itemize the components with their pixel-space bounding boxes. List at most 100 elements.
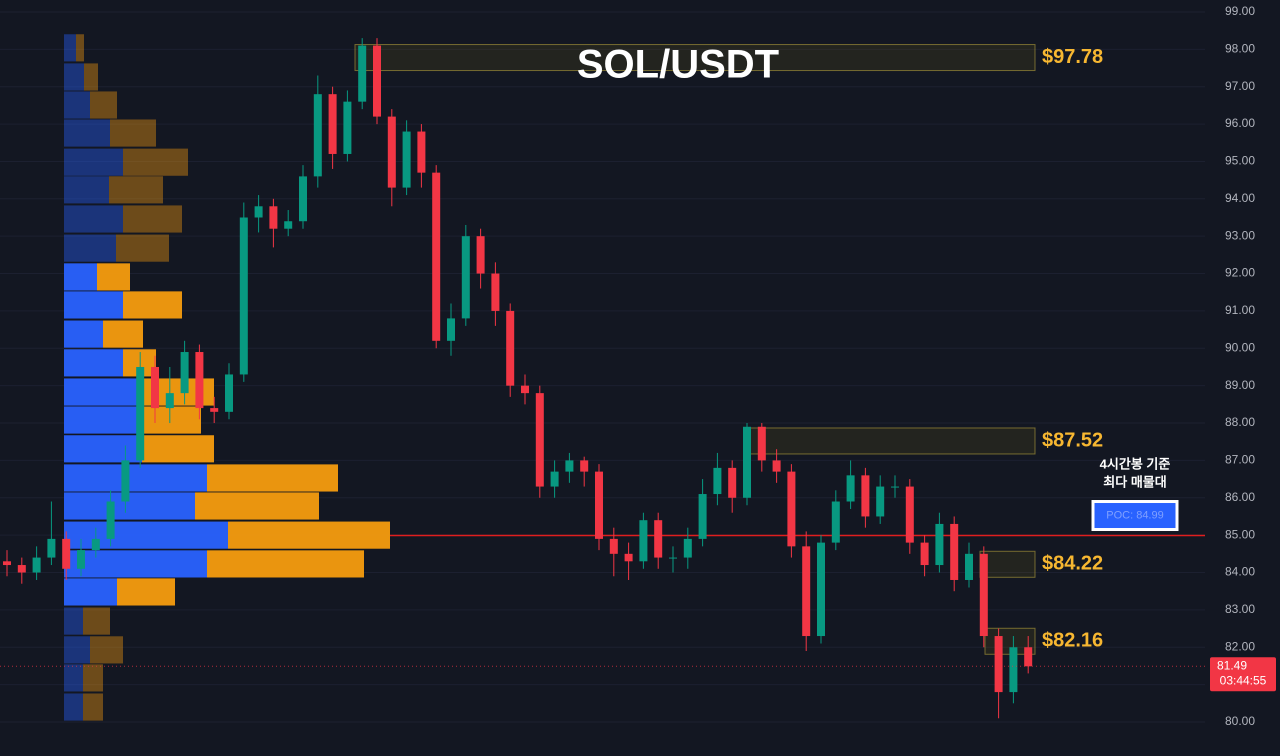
- poc-note: 최다 매물대: [1103, 474, 1166, 489]
- level-label: $82.16: [1042, 630, 1103, 652]
- y-tick-label: 90.00: [1225, 340, 1255, 354]
- y-tick-label: 91.00: [1225, 303, 1255, 317]
- volume-sell: [83, 664, 103, 692]
- volume-buy: [64, 349, 123, 377]
- volume-sell: [116, 234, 169, 262]
- candle-body: [905, 486, 914, 543]
- candle-body: [210, 408, 219, 412]
- volume-sell: [109, 176, 163, 204]
- y-tick-label: 88.00: [1225, 415, 1255, 429]
- volume-sell: [110, 119, 156, 147]
- y-tick-label: 93.00: [1225, 228, 1255, 242]
- volume-buy: [64, 636, 90, 664]
- candle-body: [447, 318, 455, 341]
- candle-body: [861, 475, 870, 517]
- volume-buy: [64, 464, 207, 492]
- candle-body: [432, 172, 441, 341]
- candle-body: [180, 352, 189, 394]
- volume-sell: [84, 63, 98, 91]
- candle-body: [669, 557, 677, 559]
- y-tick-label: 96.00: [1225, 116, 1255, 130]
- volume-sell: [207, 464, 338, 492]
- candle-body: [580, 460, 589, 472]
- candle-body: [32, 557, 41, 573]
- candle-body: [698, 494, 707, 539]
- candle-body: [328, 94, 337, 154]
- candle-body: [846, 475, 855, 502]
- candle-body: [417, 131, 426, 173]
- candle-body: [654, 520, 663, 558]
- volume-sell: [207, 550, 364, 578]
- candle-body: [254, 206, 263, 218]
- candle-body: [817, 542, 825, 637]
- candle-body: [521, 385, 529, 394]
- candle-body: [77, 550, 85, 569]
- candle-body: [387, 116, 396, 188]
- volume-sell: [195, 492, 319, 520]
- y-tick-label: 86.00: [1225, 490, 1255, 504]
- volume-sell: [123, 148, 188, 176]
- candle-body: [565, 460, 574, 472]
- volume-sell: [83, 607, 110, 635]
- volume-sell: [83, 693, 103, 721]
- y-tick-label: 92.00: [1225, 266, 1255, 280]
- candle-body: [47, 538, 56, 558]
- chart-title: SOL/USDT: [577, 43, 779, 87]
- volume-sell: [97, 263, 130, 291]
- candle-body: [965, 553, 973, 580]
- volume-sell: [103, 320, 143, 348]
- candle-body: [935, 523, 944, 566]
- candle-body: [225, 374, 233, 412]
- candle-body: [461, 236, 470, 319]
- volume-buy: [64, 91, 90, 119]
- candle-body: [624, 553, 633, 562]
- candle-body: [506, 310, 515, 386]
- candle-body: [683, 538, 692, 558]
- y-tick-label: 97.00: [1225, 79, 1255, 93]
- volume-sell: [117, 578, 175, 606]
- candle-body: [284, 221, 293, 229]
- candle-body: [728, 467, 737, 498]
- level-zone: [979, 550, 1036, 578]
- price-tag: [1210, 657, 1276, 692]
- volume-buy: [64, 435, 142, 463]
- volume-buy: [64, 521, 228, 549]
- candle-body: [639, 520, 648, 562]
- volume-buy: [64, 263, 97, 291]
- y-tick-label: 80.00: [1225, 714, 1255, 728]
- candle-body: [831, 501, 840, 543]
- price-tag-value: 81.49: [1217, 658, 1247, 672]
- candle-body: [3, 561, 11, 566]
- candle-body: [979, 553, 988, 637]
- price-tag-countdown: 03:44:55: [1220, 673, 1267, 687]
- candle-body: [491, 273, 500, 311]
- volume-buy: [64, 693, 83, 721]
- candle-body: [195, 352, 204, 409]
- volume-buy: [64, 406, 137, 434]
- y-tick-label: 99.00: [1225, 4, 1255, 18]
- volume-sell: [123, 205, 182, 233]
- candle-body: [299, 176, 307, 222]
- candle-body: [239, 217, 248, 375]
- volume-buy: [64, 578, 117, 606]
- candle-body: [535, 393, 544, 487]
- level-zone: [747, 427, 1036, 455]
- candle-body: [106, 501, 115, 539]
- candle-body: [876, 486, 885, 517]
- candle-body: [313, 94, 322, 177]
- volume-buy: [64, 492, 195, 520]
- level-zone: [354, 44, 1036, 72]
- volume-sell: [90, 636, 123, 664]
- volume-buy: [64, 148, 123, 176]
- y-tick-label: 98.00: [1225, 42, 1255, 56]
- candle-body: [787, 471, 796, 547]
- candle-body: [136, 366, 145, 461]
- candle-body: [609, 538, 618, 554]
- candle-body: [1024, 647, 1033, 667]
- y-tick-label: 95.00: [1225, 154, 1255, 168]
- candle-body: [358, 45, 367, 102]
- candle-body: [891, 486, 899, 488]
- candle-body: [62, 538, 71, 569]
